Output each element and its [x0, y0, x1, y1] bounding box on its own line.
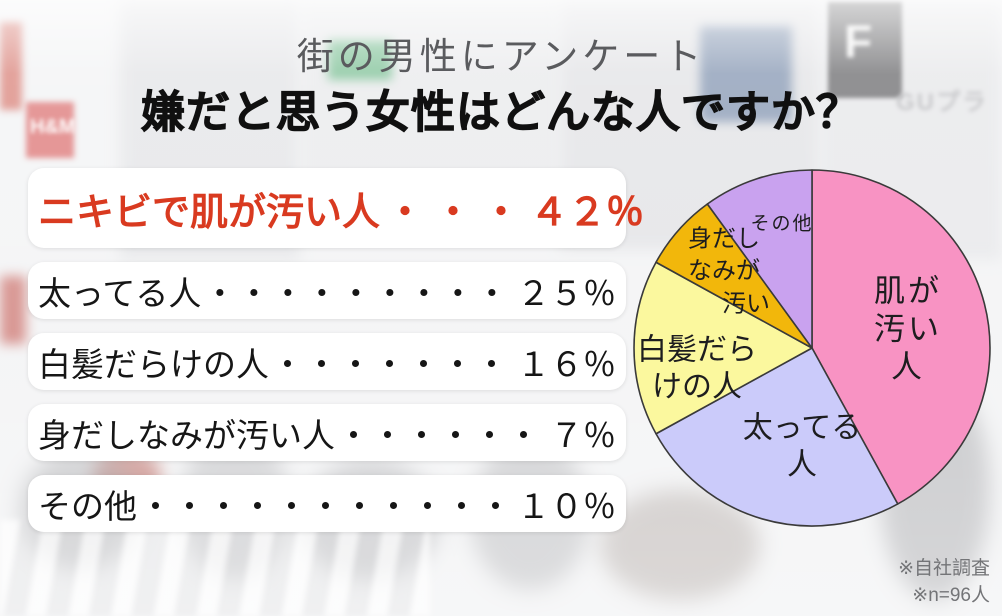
result-row: その他 ・・・・・・・・・・・ １０％ — [28, 475, 626, 532]
leader-dots: ・・・・・・・・・・・ — [139, 487, 513, 525]
footnote-sample-size: ※n=96人 — [912, 585, 990, 607]
result-label: ニキビで肌が汚い人 — [38, 191, 381, 234]
result-row-top: ニキビで肌が汚い人 ・・・ ４２％ — [28, 168, 644, 248]
footnote-source: ※自社調査 — [898, 557, 990, 579]
result-row: 白髪だらけの人 ・・・・・・・ １６％ — [28, 333, 626, 390]
pie-slice-shiraga-darake — [633, 261, 813, 435]
result-row: 太ってる人 ・・・・・・・・・ ２５％ — [28, 262, 626, 319]
result-percent: １０％ — [517, 487, 616, 525]
leader-dots: ・・・ — [386, 191, 531, 234]
result-percent: ４２％ — [530, 191, 645, 234]
results-list: ニキビで肌が汚い人 ・・・ ４２％ 太ってる人 ・・・・・・・・・ ２５％ 白髪… — [28, 168, 644, 546]
result-label: その他 — [38, 487, 137, 525]
result-label: 太ってる人 — [38, 274, 202, 312]
survey-subtitle: 街の男性にアンケート — [296, 36, 706, 77]
leader-dots: ・・・・・・・・・ — [203, 274, 510, 312]
leader-dots: ・・・・・・ — [337, 416, 541, 454]
page-title: 嫌だと思う女性はどんな人ですか？ — [141, 88, 861, 138]
result-percent: ２５％ — [517, 274, 616, 312]
result-label: 身だしなみが汚い人 — [38, 416, 335, 454]
leader-dots: ・・・・・・・ — [271, 345, 509, 383]
pie-label-hada-ga-kitanai: 肌が汚い人 — [874, 273, 942, 384]
result-row: 身だしなみが汚い人 ・・・・・・ ７％ — [28, 404, 626, 461]
pie-slice-hada-ga-kitanai — [811, 169, 991, 505]
pie-slice-futotteru — [655, 347, 899, 527]
pie-chart — [633, 169, 991, 527]
pie-label-shiraga-darake: 白髪だら けの人 — [637, 333, 757, 403]
footnotes: ※自社調査 ※n=96人 — [898, 555, 990, 610]
pie-label-sonota: その他 — [750, 213, 814, 235]
pie-label-midashinami: 身だし なみが 汚い — [688, 225, 770, 318]
result-percent: １６％ — [517, 345, 616, 383]
pie-slice-sonota — [706, 169, 813, 349]
result-percent: ７％ — [550, 416, 616, 454]
pie-label-futotteru: 太ってる 人 — [742, 411, 862, 481]
result-label: 白髪だらけの人 — [38, 345, 269, 383]
